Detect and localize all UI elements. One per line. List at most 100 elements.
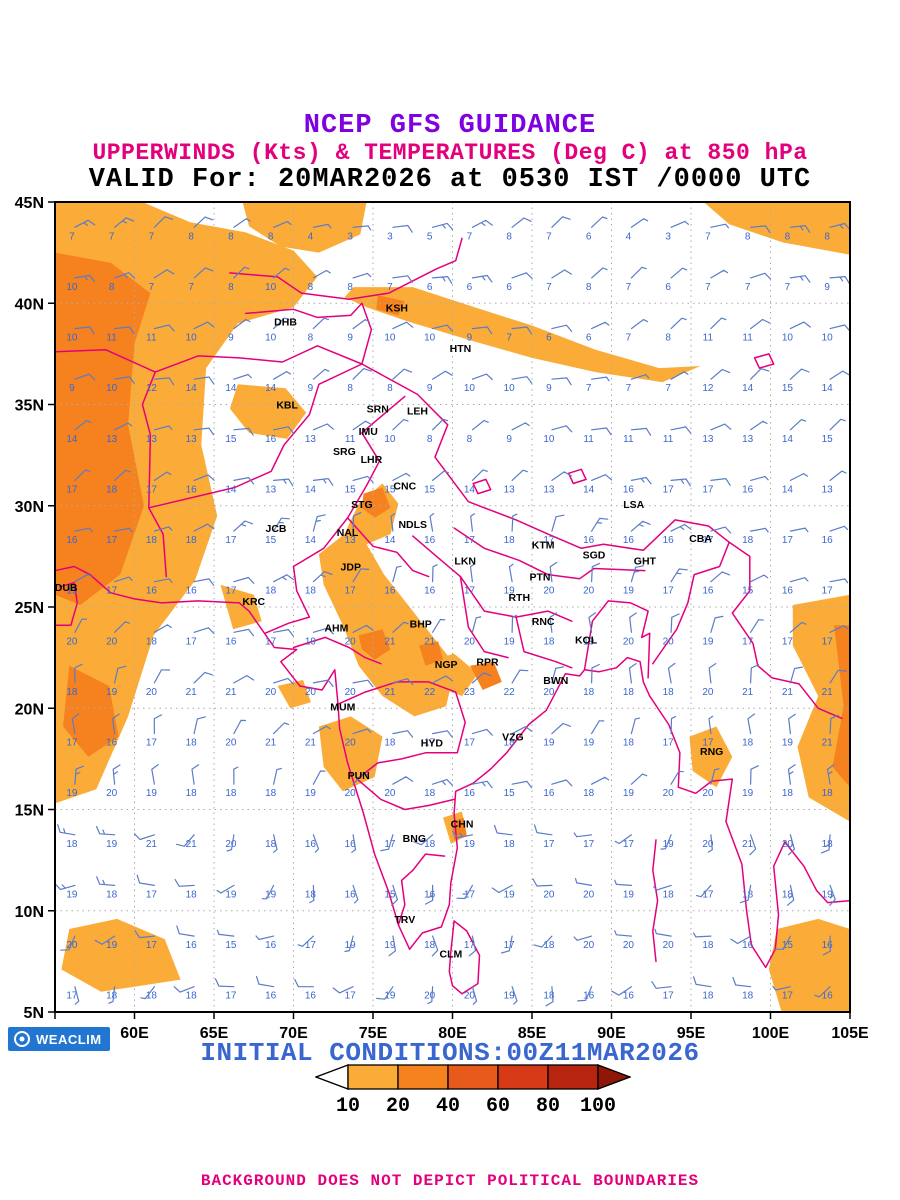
svg-text:8: 8	[109, 282, 115, 293]
svg-text:16: 16	[543, 788, 555, 799]
svg-text:60: 60	[486, 1095, 510, 1116]
svg-text:CLM: CLM	[440, 948, 463, 960]
svg-text:21: 21	[424, 636, 436, 647]
svg-text:17: 17	[663, 991, 675, 1002]
svg-text:18: 18	[543, 636, 555, 647]
svg-text:13: 13	[265, 484, 277, 495]
svg-text:18: 18	[583, 788, 595, 799]
svg-text:21: 21	[822, 687, 834, 698]
svg-text:11: 11	[703, 333, 714, 344]
map-svg: 17 18 18 18 17 16 16 17 19 20 20 19 18 16 16 17 18 18 17 16…	[15, 195, 869, 1042]
svg-text:12: 12	[146, 383, 158, 394]
svg-text:18: 18	[265, 788, 277, 799]
initial-conditions-text: INITIAL CONDITIONS:00Z11MAR2026	[200, 1038, 700, 1068]
svg-text:18: 18	[186, 788, 198, 799]
svg-text:18: 18	[702, 991, 714, 1002]
svg-text:10: 10	[66, 282, 78, 293]
svg-text:20: 20	[345, 687, 357, 698]
svg-text:8: 8	[467, 434, 473, 445]
svg-text:17: 17	[146, 889, 158, 900]
svg-text:18: 18	[66, 839, 78, 850]
svg-text:16: 16	[384, 586, 396, 597]
svg-text:18: 18	[424, 839, 436, 850]
svg-text:14: 14	[583, 484, 595, 495]
svg-text:13: 13	[345, 535, 357, 546]
title-model: NCEP GFS GUIDANCE	[303, 111, 597, 141]
svg-text:17: 17	[543, 839, 555, 850]
svg-text:LHR: LHR	[361, 454, 383, 466]
svg-text:20: 20	[384, 788, 396, 799]
svg-text:7: 7	[626, 383, 632, 394]
svg-text:16: 16	[225, 636, 237, 647]
svg-text:7: 7	[467, 231, 473, 242]
svg-text:17: 17	[543, 535, 555, 546]
svg-text:21: 21	[822, 738, 834, 749]
svg-text:SRN: SRN	[367, 404, 389, 416]
svg-text:17: 17	[822, 636, 834, 647]
svg-text:16: 16	[822, 535, 834, 546]
svg-text:19: 19	[504, 636, 516, 647]
svg-text:6: 6	[467, 282, 473, 293]
svg-text:85E: 85E	[518, 1025, 547, 1042]
svg-text:18: 18	[305, 889, 317, 900]
svg-text:18: 18	[146, 991, 158, 1002]
svg-text:TRV: TRV	[394, 914, 415, 926]
svg-text:13: 13	[543, 484, 555, 495]
svg-text:19: 19	[146, 788, 158, 799]
svg-text:KSH: KSH	[386, 302, 408, 314]
svg-text:19: 19	[623, 788, 635, 799]
svg-text:18: 18	[265, 839, 277, 850]
svg-text:17: 17	[464, 940, 476, 951]
svg-text:19: 19	[583, 636, 595, 647]
svg-text:9: 9	[506, 434, 512, 445]
svg-text:21: 21	[305, 738, 317, 749]
svg-text:18: 18	[424, 788, 436, 799]
svg-text:19: 19	[583, 738, 595, 749]
svg-text:16: 16	[822, 940, 834, 951]
svg-text:21: 21	[186, 687, 198, 698]
svg-text:17: 17	[186, 636, 198, 647]
svg-text:10: 10	[336, 1095, 360, 1116]
svg-text:18: 18	[186, 738, 198, 749]
svg-text:18: 18	[623, 738, 635, 749]
svg-text:14: 14	[742, 383, 754, 394]
svg-text:16: 16	[583, 991, 595, 1002]
svg-text:15: 15	[384, 484, 396, 495]
colorbar: 10 20 40 60 80 100	[314, 1064, 632, 1118]
svg-text:20: 20	[583, 586, 595, 597]
svg-text:10: 10	[384, 434, 396, 445]
svg-text:16: 16	[186, 940, 198, 951]
svg-text:15: 15	[384, 889, 396, 900]
svg-text:11: 11	[663, 434, 674, 445]
svg-text:JCB: JCB	[266, 523, 287, 535]
svg-text:20: 20	[583, 889, 595, 900]
svg-text:10: 10	[464, 383, 476, 394]
svg-text:7: 7	[745, 282, 751, 293]
svg-text:8: 8	[228, 282, 234, 293]
svg-text:17: 17	[106, 535, 118, 546]
svg-text:21: 21	[186, 839, 198, 850]
svg-text:16: 16	[186, 586, 198, 597]
svg-text:9: 9	[308, 383, 314, 394]
svg-text:VZG: VZG	[502, 732, 524, 744]
svg-text:16: 16	[424, 535, 436, 546]
svg-text:8: 8	[188, 231, 194, 242]
svg-text:16: 16	[464, 788, 476, 799]
svg-text:14: 14	[305, 484, 317, 495]
svg-text:20: 20	[345, 636, 357, 647]
svg-text:14: 14	[822, 383, 834, 394]
svg-text:8: 8	[665, 333, 671, 344]
svg-text:17: 17	[822, 586, 834, 597]
svg-text:20: 20	[66, 940, 78, 951]
svg-text:14: 14	[782, 484, 794, 495]
svg-text:7: 7	[546, 282, 552, 293]
svg-text:95E: 95E	[677, 1025, 706, 1042]
svg-text:17: 17	[265, 636, 277, 647]
svg-text:16: 16	[265, 991, 277, 1002]
svg-text:20: 20	[225, 839, 237, 850]
svg-text:22: 22	[504, 687, 516, 698]
svg-text:8: 8	[506, 231, 512, 242]
svg-text:20: 20	[146, 687, 158, 698]
svg-text:9: 9	[347, 333, 353, 344]
